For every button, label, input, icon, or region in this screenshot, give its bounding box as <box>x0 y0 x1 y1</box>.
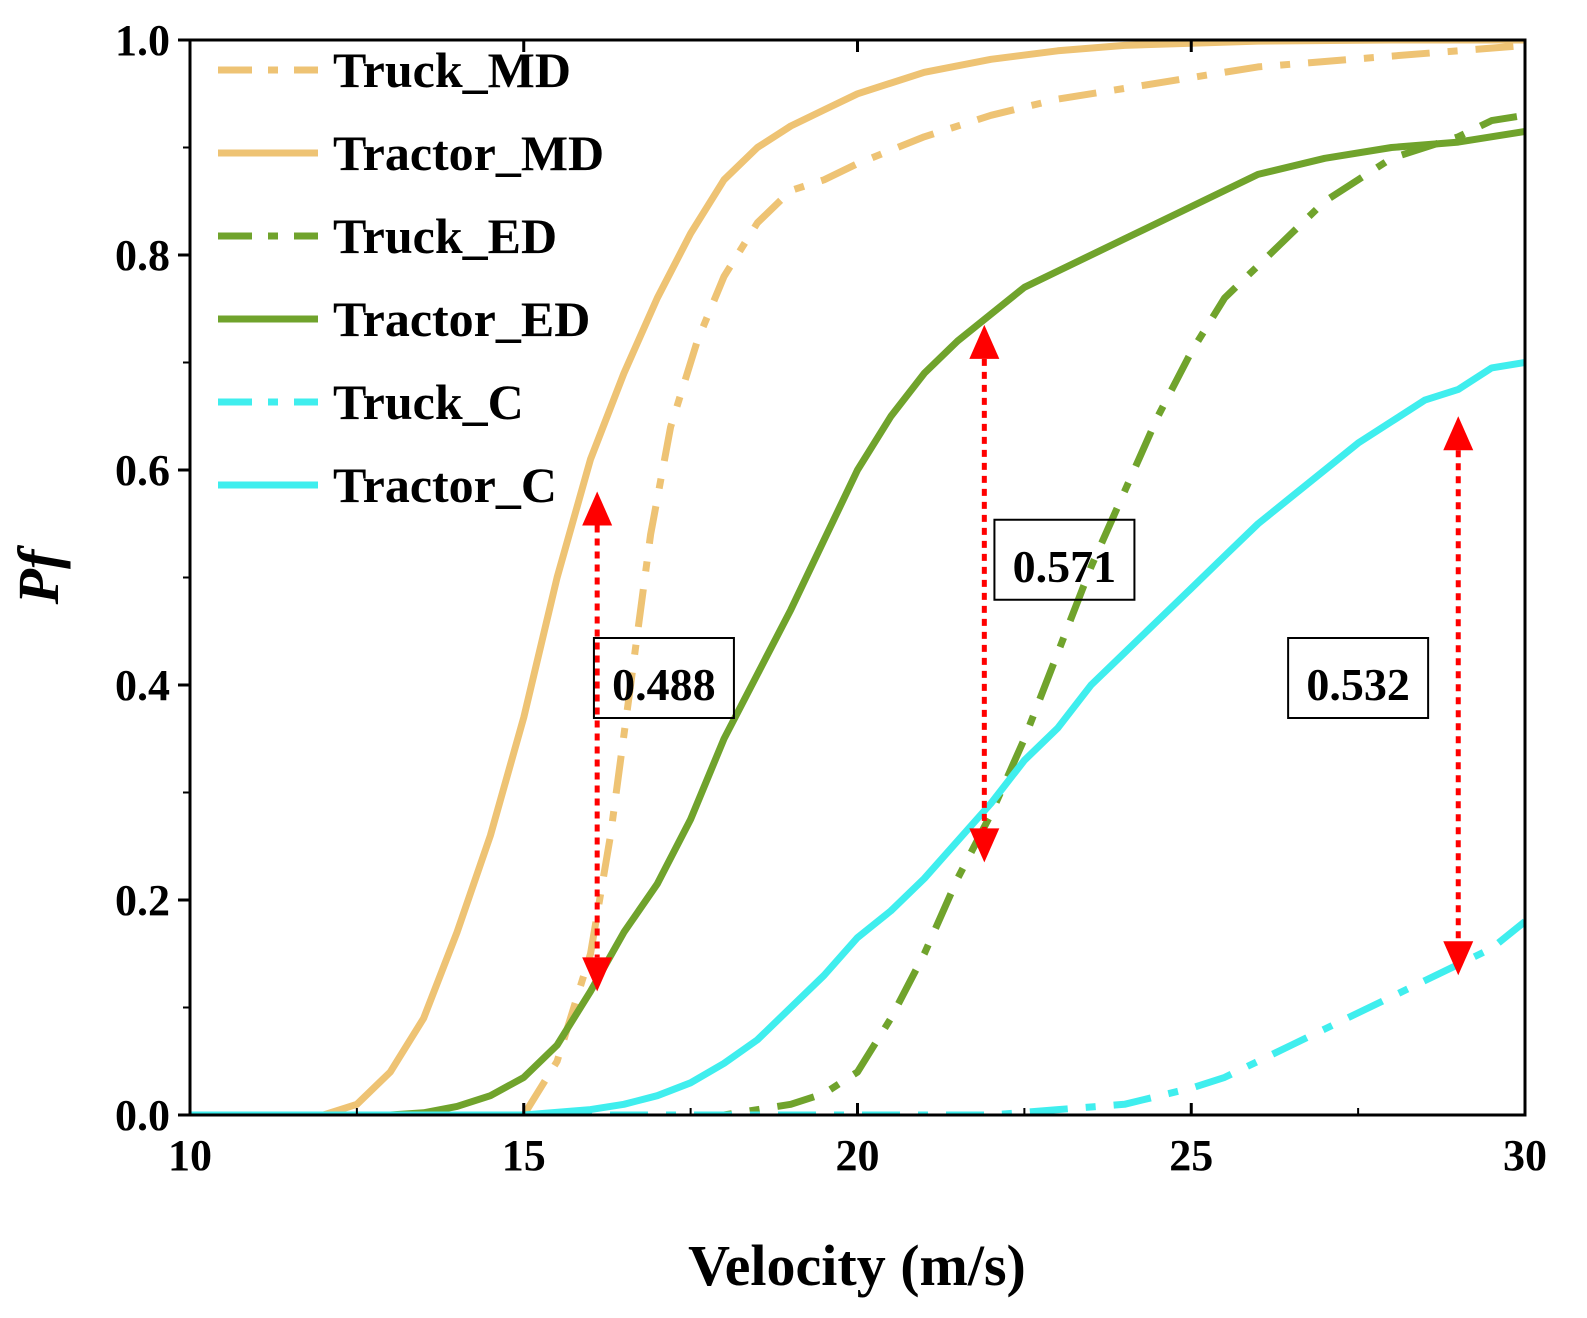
annotation-box <box>1287 637 1430 719</box>
annotation-label: 0.571 <box>1013 541 1117 592</box>
annotation-arrowhead-up <box>582 491 613 526</box>
legend-label: Truck_MD <box>333 42 571 98</box>
annotation-arrowhead-down <box>969 828 1000 863</box>
legend-label: Truck_C <box>333 374 524 430</box>
x-axis-title: Velocity (m/s) <box>688 1233 1026 1298</box>
legend-label: Tractor_C <box>333 457 557 513</box>
y-tick-label: 0.6 <box>115 446 170 495</box>
legend: Truck_MD Tractor_MD Truck_ED Tractor_ED Truc… <box>218 42 604 513</box>
series-tractor-ed <box>190 127 1525 1115</box>
annotation-label: 0.532 <box>1306 659 1410 710</box>
annotation-arrowhead-up <box>1443 416 1474 451</box>
x-tick-label: 30 <box>1503 1131 1547 1180</box>
x-tick-label: 15 <box>502 1131 546 1180</box>
axes: 10 15 20 25 30 0.0 0.2 0.4 0.6 0.8 1.0 <box>115 16 1547 1180</box>
x-tick-label: 20 <box>836 1131 880 1180</box>
series-tractor-md <box>190 40 1525 1115</box>
y-axis-title: Pf <box>6 544 71 605</box>
series-truck-c <box>190 918 1525 1115</box>
annotation-box <box>993 518 1136 601</box>
annotation-box <box>592 637 735 719</box>
series-tractor-c <box>190 359 1525 1115</box>
series-truck-ed <box>190 111 1525 1115</box>
series-layer <box>190 40 1525 1115</box>
series-truck-md <box>190 41 1525 1115</box>
y-tick-label: 0.0 <box>115 1091 170 1140</box>
annotation-layer: 0.488 0.571 0.532 <box>582 324 1474 992</box>
annotation-arrowhead-down <box>1443 941 1474 976</box>
annotation-arrowhead-down <box>582 957 613 992</box>
legend-label: Truck_ED <box>333 208 557 264</box>
y-tick-label: 0.8 <box>115 231 170 280</box>
y-tick-label: 0.4 <box>115 661 170 710</box>
legend-label: Tractor_ED <box>333 291 590 347</box>
annotation-label: 0.488 <box>612 659 716 710</box>
annotation-arrowhead-up <box>969 324 1000 359</box>
x-tick-label: 25 <box>1169 1131 1213 1180</box>
x-tick-label: 10 <box>168 1131 212 1180</box>
legend-label: Tractor_MD <box>333 125 604 181</box>
y-tick-label: 1.0 <box>115 16 170 65</box>
y-tick-label: 0.2 <box>115 876 170 925</box>
